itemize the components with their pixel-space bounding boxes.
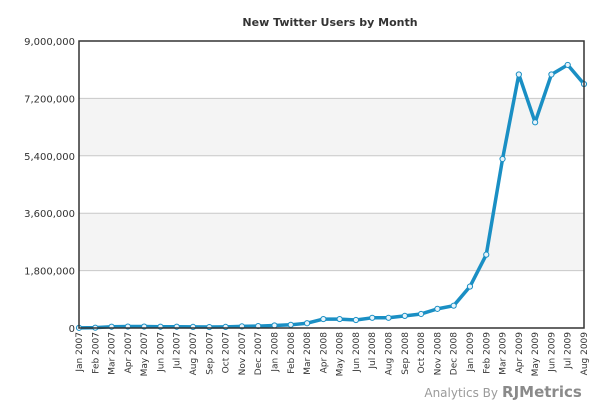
x-tick-label: Aug 2007 (189, 332, 199, 375)
data-point (450, 302, 457, 309)
x-tick-label: Sep 2007 (205, 332, 215, 375)
grid-band (79, 98, 584, 156)
gridlines (79, 97, 584, 272)
grid-band (79, 213, 584, 271)
data-point (385, 314, 392, 321)
data-point (548, 71, 555, 78)
x-tick-label: Jul 2009 (564, 332, 574, 370)
x-tick-label: Jan 2009 (466, 332, 476, 373)
data-point (434, 305, 441, 312)
x-axis-ticks: Jan 2007 Feb 2007 Mar 2007 Apr 2007 May 2007… (75, 332, 590, 377)
x-tick-label: May 2009 (531, 332, 541, 377)
x-tick-label: Apr 2008 (319, 332, 329, 374)
x-tick-label: Jul 2007 (173, 332, 183, 370)
y-tick-label: 3,600,000 (24, 209, 75, 220)
x-tick-label: Mar 2007 (108, 332, 118, 375)
logo-rest: Metrics (519, 383, 582, 401)
x-tick-label: Apr 2007 (124, 332, 134, 373)
y-axis-ticks: 0 1,800,000 3,600,000 5,400,000 7,200,000 9,0… (24, 37, 75, 335)
x-tick-label: Nov 2008 (433, 332, 443, 376)
y-tick-label: 5,400,000 (24, 152, 75, 163)
data-point (287, 321, 294, 328)
x-tick-label: Feb 2008 (287, 332, 297, 374)
x-tick-label: May 2007 (140, 332, 150, 376)
logo-r: R (502, 383, 514, 401)
x-tick-label: Nov 2007 (238, 332, 248, 375)
data-point (515, 71, 522, 78)
y-tick-label: 1,800,000 (24, 267, 75, 278)
data-point (206, 323, 213, 331)
y-tick-label: 7,200,000 (24, 94, 75, 105)
rjmetrics-logo: RJMetrics (502, 383, 582, 401)
data-point (564, 61, 571, 69)
branding-prefix: Analytics By (424, 386, 498, 400)
data-point (417, 310, 425, 318)
x-tick-label: Aug 2009 (580, 332, 590, 376)
x-tick-label: Jun 2007 (156, 332, 166, 373)
x-tick-label: Dec 2008 (450, 332, 460, 375)
branding: Analytics By RJMetrics (424, 383, 581, 401)
data-point (320, 315, 327, 323)
plot-frame (78, 40, 585, 329)
x-tick-label: Aug 2008 (385, 332, 395, 376)
x-tick-label: Mar 2008 (303, 332, 313, 375)
x-tick-label: Jun 2008 (352, 332, 362, 373)
x-tick-label: Sep 2008 (401, 332, 411, 375)
data-point (336, 315, 343, 323)
data-point (466, 283, 474, 290)
x-tick-label: Jan 2007 (75, 332, 85, 373)
x-tick-label: Jun 2009 (547, 332, 557, 373)
x-tick-label: May 2008 (336, 332, 346, 377)
x-tick-label: Jan 2008 (270, 332, 280, 373)
x-tick-label: Feb 2007 (91, 332, 101, 374)
data-point (303, 320, 311, 327)
data-point (483, 251, 490, 258)
data-point (369, 314, 376, 321)
grid-bands (79, 98, 584, 271)
chart-title: New Twitter Users by Month (242, 16, 417, 29)
x-tick-label: Oct 2007 (222, 332, 232, 373)
x-tick-label: Mar 2009 (499, 332, 509, 375)
x-tick-label: Jul 2008 (368, 332, 378, 370)
data-point (352, 316, 360, 324)
x-tick-label: Feb 2009 (482, 332, 492, 374)
data-point (499, 155, 506, 163)
logo-j: J (513, 383, 520, 401)
data-point (401, 312, 408, 319)
x-tick-label: Apr 2009 (515, 332, 525, 374)
x-tick-label: Oct 2008 (417, 332, 427, 374)
x-tick-label: Dec 2007 (254, 332, 264, 375)
data-point (532, 119, 539, 126)
y-tick-label: 0 (69, 324, 75, 335)
y-tick-label: 9,000,000 (24, 37, 75, 48)
